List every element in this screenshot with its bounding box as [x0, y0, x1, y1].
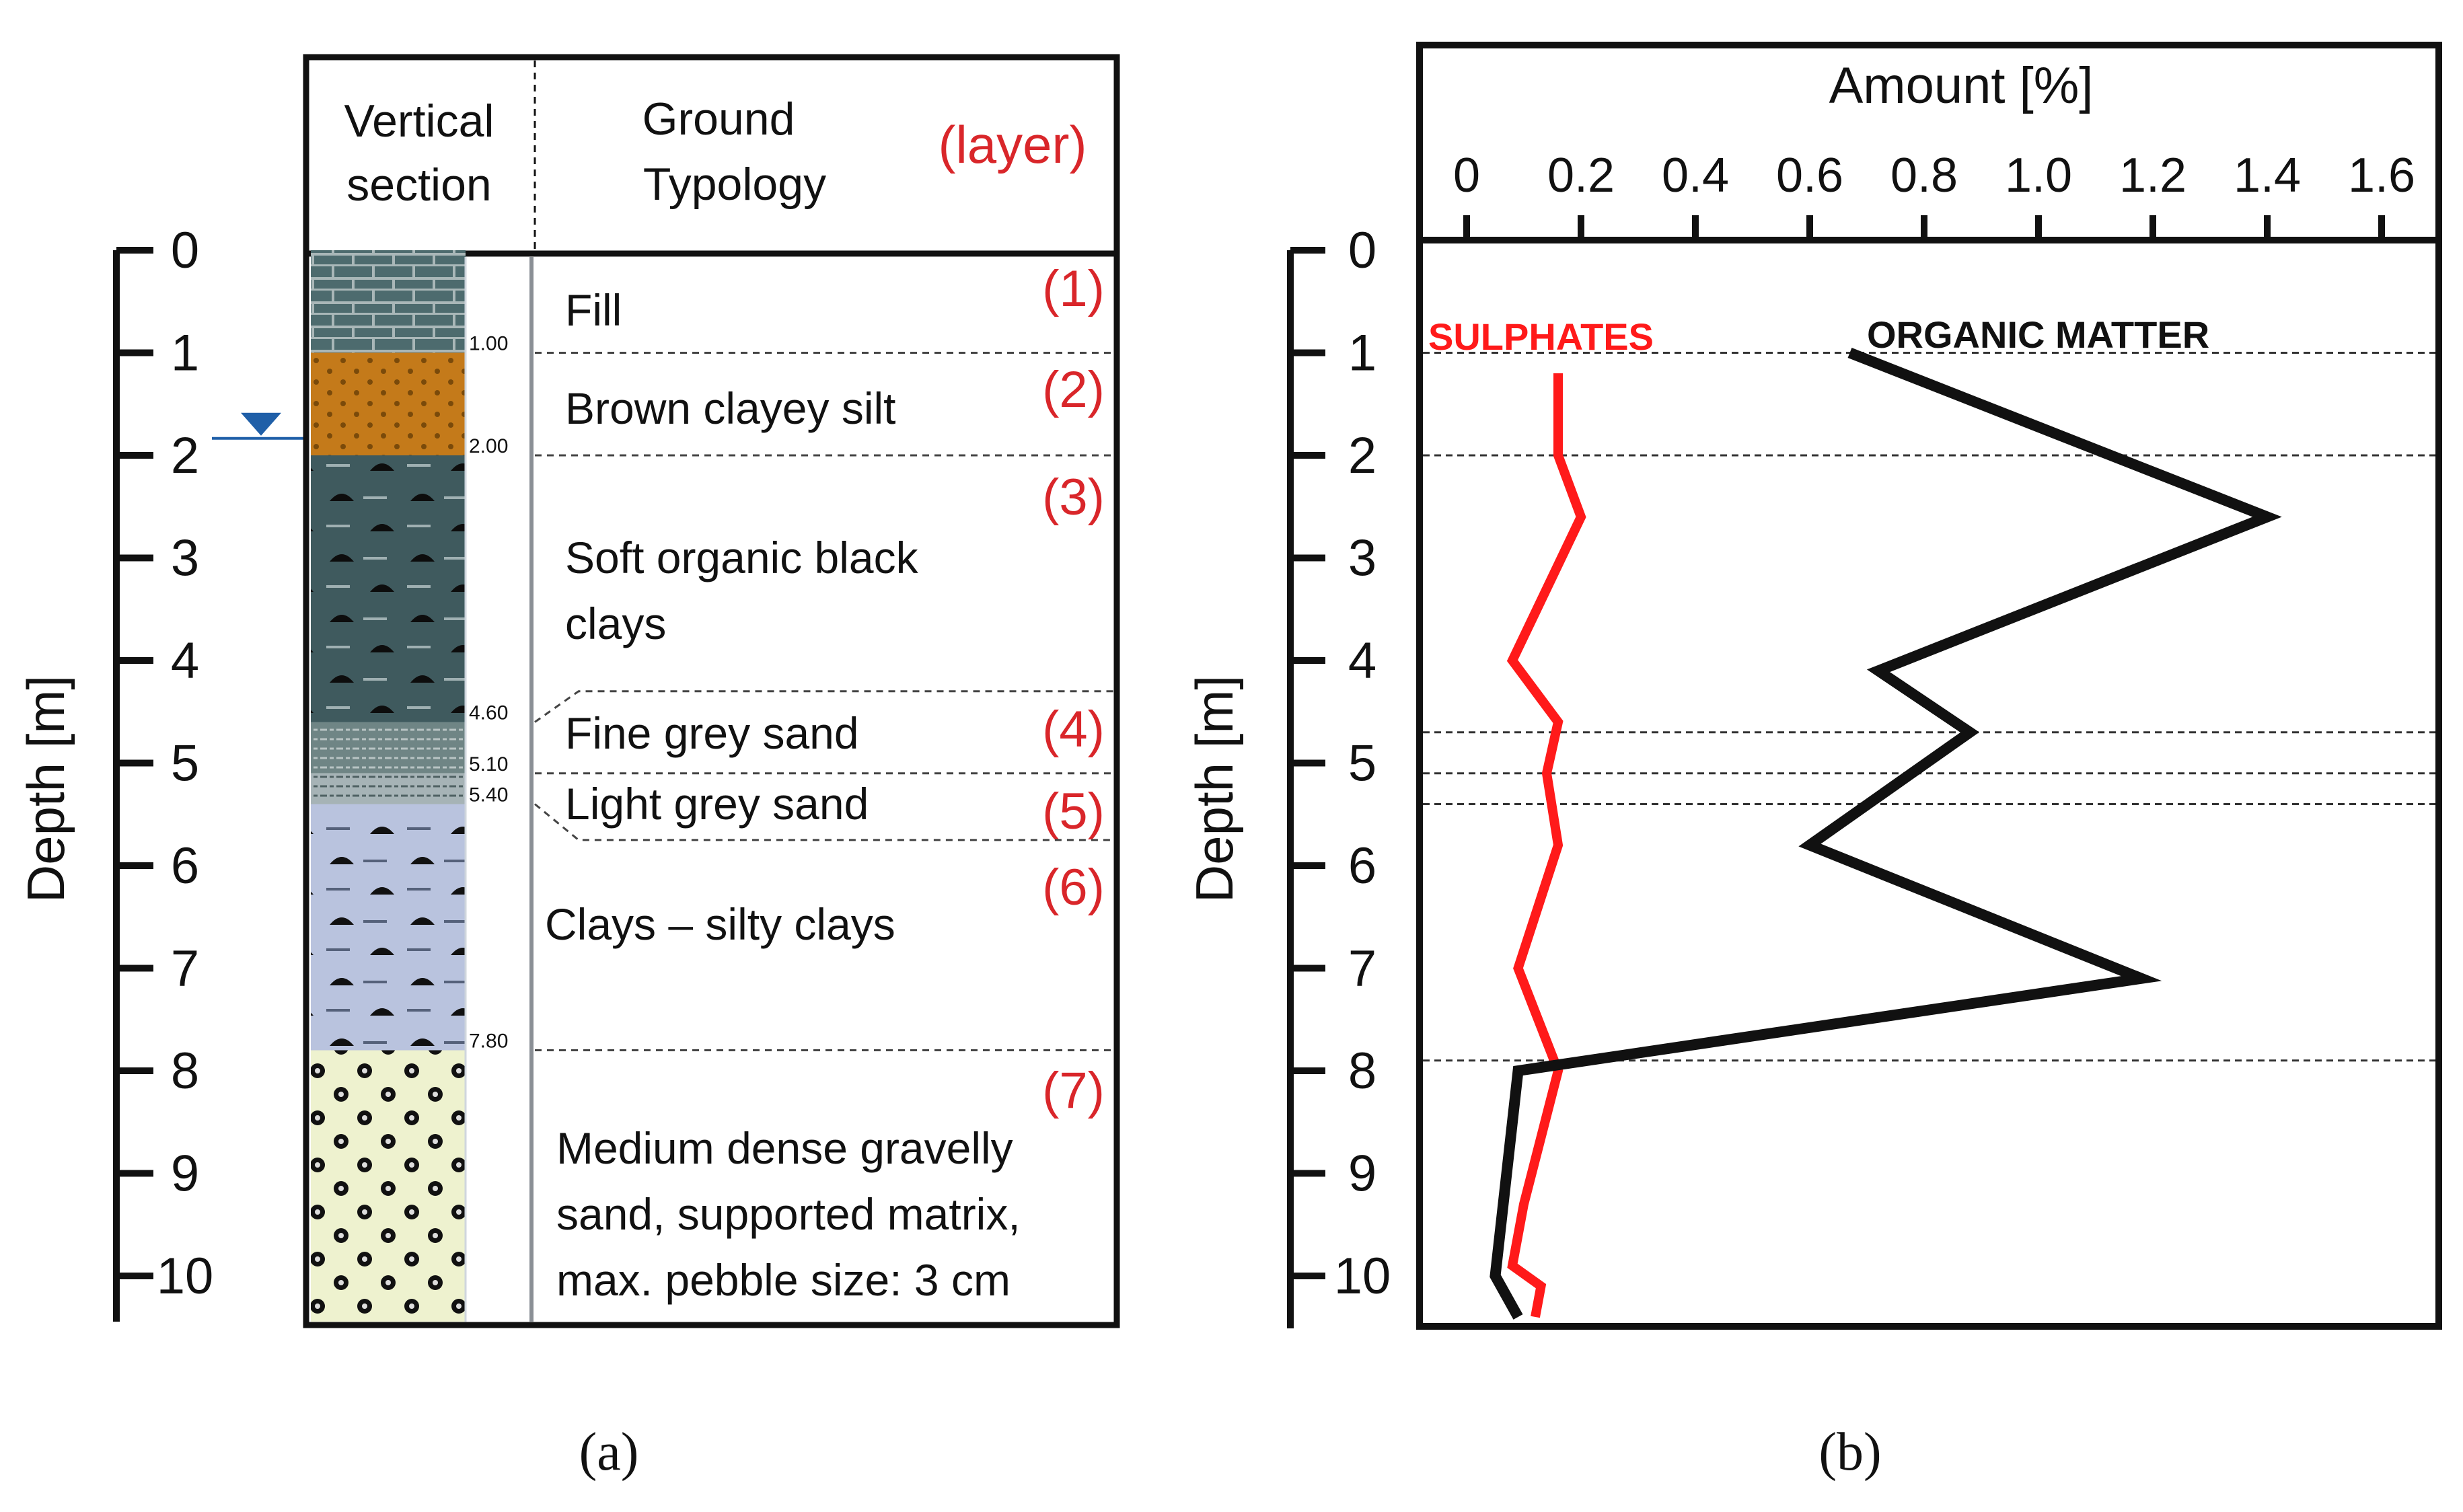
depth-tick-label-a-8: 8 [171, 1043, 199, 1100]
depth-mark-label: 2.00 [469, 435, 508, 457]
depth-tick-label-a-5: 5 [171, 735, 199, 792]
layer-id-7: (7) [1042, 1062, 1105, 1119]
header-vertical: Vertical [344, 96, 494, 147]
caption-a: (a) [579, 1423, 639, 1482]
layer-id-4: (4) [1042, 701, 1105, 758]
x-tick-label-b-1.4: 1.4 [2234, 149, 2301, 202]
header-layer: (layer) [938, 115, 1087, 174]
layer-separator [534, 803, 1113, 841]
x-tick-label-b-0.8: 0.8 [1890, 149, 1958, 202]
depth-mark-label: 5.10 [469, 753, 508, 776]
series-line-sulphates [1506, 373, 1586, 1318]
depth-tick-label-a-2: 2 [171, 427, 199, 484]
layer-boundaries-b [1423, 352, 2435, 1062]
series-b [1490, 348, 2282, 1320]
depth-tick-label-b-0: 0 [1348, 222, 1376, 279]
depth-tick-label-b-4: 4 [1348, 632, 1376, 689]
layer-description-7: sand, supported matrix, [556, 1189, 1021, 1239]
layer-id-5: (5) [1042, 783, 1105, 840]
depth-tick-label-b-3: 3 [1348, 530, 1376, 587]
soil-layers: Fill (1) Brown clayey silt (2) Soft organic … [311, 250, 1113, 1322]
layer-id-6: (6) [1042, 859, 1105, 916]
depth-tick-label-b-1: 1 [1348, 325, 1376, 382]
depth-tick-label-b-5: 5 [1348, 735, 1376, 792]
panel-b-line-chart: Amount [%] Depth [m] 0 0.2 0.4 0.6 0.8 1.0 1.2… [1185, 42, 2442, 1482]
depth-axis-label-b: Depth [m] [1185, 675, 1244, 903]
depth-tick-label-a-4: 4 [171, 632, 199, 689]
soil-layer-fill-3 [311, 455, 466, 722]
soil-layer-fill-4 [311, 722, 466, 773]
depth-mark-label: 4.60 [469, 702, 508, 724]
depth-tick-label-a-0: 0 [171, 222, 199, 279]
soil-layer-fill-5 [311, 773, 466, 804]
x-tick-label-b-1.6: 1.6 [2348, 149, 2415, 202]
legend-sulphates: SULPHATES [1428, 315, 1654, 358]
water-table-marker [212, 412, 306, 440]
layer-description-7: max. pebble size: 3 cm [556, 1255, 1010, 1305]
x-tick-label-b-1.2: 1.2 [2119, 149, 2186, 202]
depth-ticks-a: 0 1 2 3 4 5 6 7 8 9 10 [116, 222, 213, 1305]
x-ticks-b: 0 0.2 0.4 0.6 0.8 1.0 1.2 1.4 1.6 [1453, 149, 2415, 240]
layer-separator [534, 690, 1113, 723]
layer-id-3: (3) [1042, 469, 1105, 526]
x-tick-label-b-0.2: 0.2 [1547, 149, 1615, 202]
depth-tick-label-a-3: 3 [171, 530, 199, 587]
header-ground: Ground [642, 93, 795, 145]
depth-mark-label: 1.00 [469, 333, 508, 355]
layer-description-3: Soft organic black [565, 533, 919, 582]
x-tick-label-b-0: 0 [1453, 149, 1480, 202]
layer-description-6: Clays – silty clays [545, 899, 895, 949]
series-line-organic-matter [1490, 348, 2282, 1320]
soil-layer-fill-7 [311, 1050, 466, 1322]
soil-layer-fill-1 [311, 250, 466, 353]
layer-id-1: (1) [1042, 260, 1105, 317]
header-typology: Typology [643, 159, 826, 210]
depth-tick-label-a-6: 6 [171, 837, 199, 895]
x-tick-label-b-1.0: 1.0 [2005, 149, 2072, 202]
depth-mark-label: 7.80 [469, 1030, 508, 1053]
depth-tick-label-a-7: 7 [171, 940, 199, 997]
layer-description-4: Fine grey sand [565, 708, 859, 758]
depth-tick-label-b-7: 7 [1348, 940, 1376, 997]
depth-axis-label-a: Depth [m] [16, 675, 75, 903]
depth-tick-label-a-9: 9 [171, 1145, 199, 1203]
layer-description-3: clays [565, 599, 666, 648]
depth-tick-label-a-10: 10 [157, 1248, 214, 1305]
depth-ticks-b: 0 1 2 3 4 5 6 7 8 9 10 [1290, 222, 1391, 1305]
plot-frame-b [1416, 42, 2442, 1330]
header-section: section [346, 159, 491, 211]
legend-organic-matter: ORGANIC MATTER [1867, 313, 2209, 356]
x-tick-label-b-0.6: 0.6 [1776, 149, 1843, 202]
soil-layer-fill-2 [311, 352, 466, 455]
depth-tick-label-b-9: 9 [1348, 1145, 1376, 1203]
chart-title-b: Amount [%] [1829, 57, 2094, 114]
depth-mark-label: 5.40 [469, 784, 508, 806]
layer-description-2: Brown clayey silt [565, 383, 896, 433]
soil-layer-fill-6 [311, 804, 466, 1051]
x-tick-label-b-0.4: 0.4 [1662, 149, 1729, 202]
caption-b: (b) [1818, 1423, 1881, 1482]
depth-tick-label-a-1: 1 [171, 325, 199, 382]
depth-tick-label-b-2: 2 [1348, 427, 1376, 484]
layer-id-2: (2) [1042, 361, 1105, 418]
layer-description-7: Medium dense gravelly [556, 1123, 1013, 1173]
depth-tick-label-b-8: 8 [1348, 1043, 1376, 1100]
depth-tick-label-b-6: 6 [1348, 837, 1376, 895]
depth-tick-label-b-10: 10 [1334, 1248, 1391, 1305]
layer-description-1: Fill [565, 285, 622, 335]
layer-description-5: Light grey sand [565, 779, 869, 829]
profile-table-frame [303, 54, 1120, 1328]
